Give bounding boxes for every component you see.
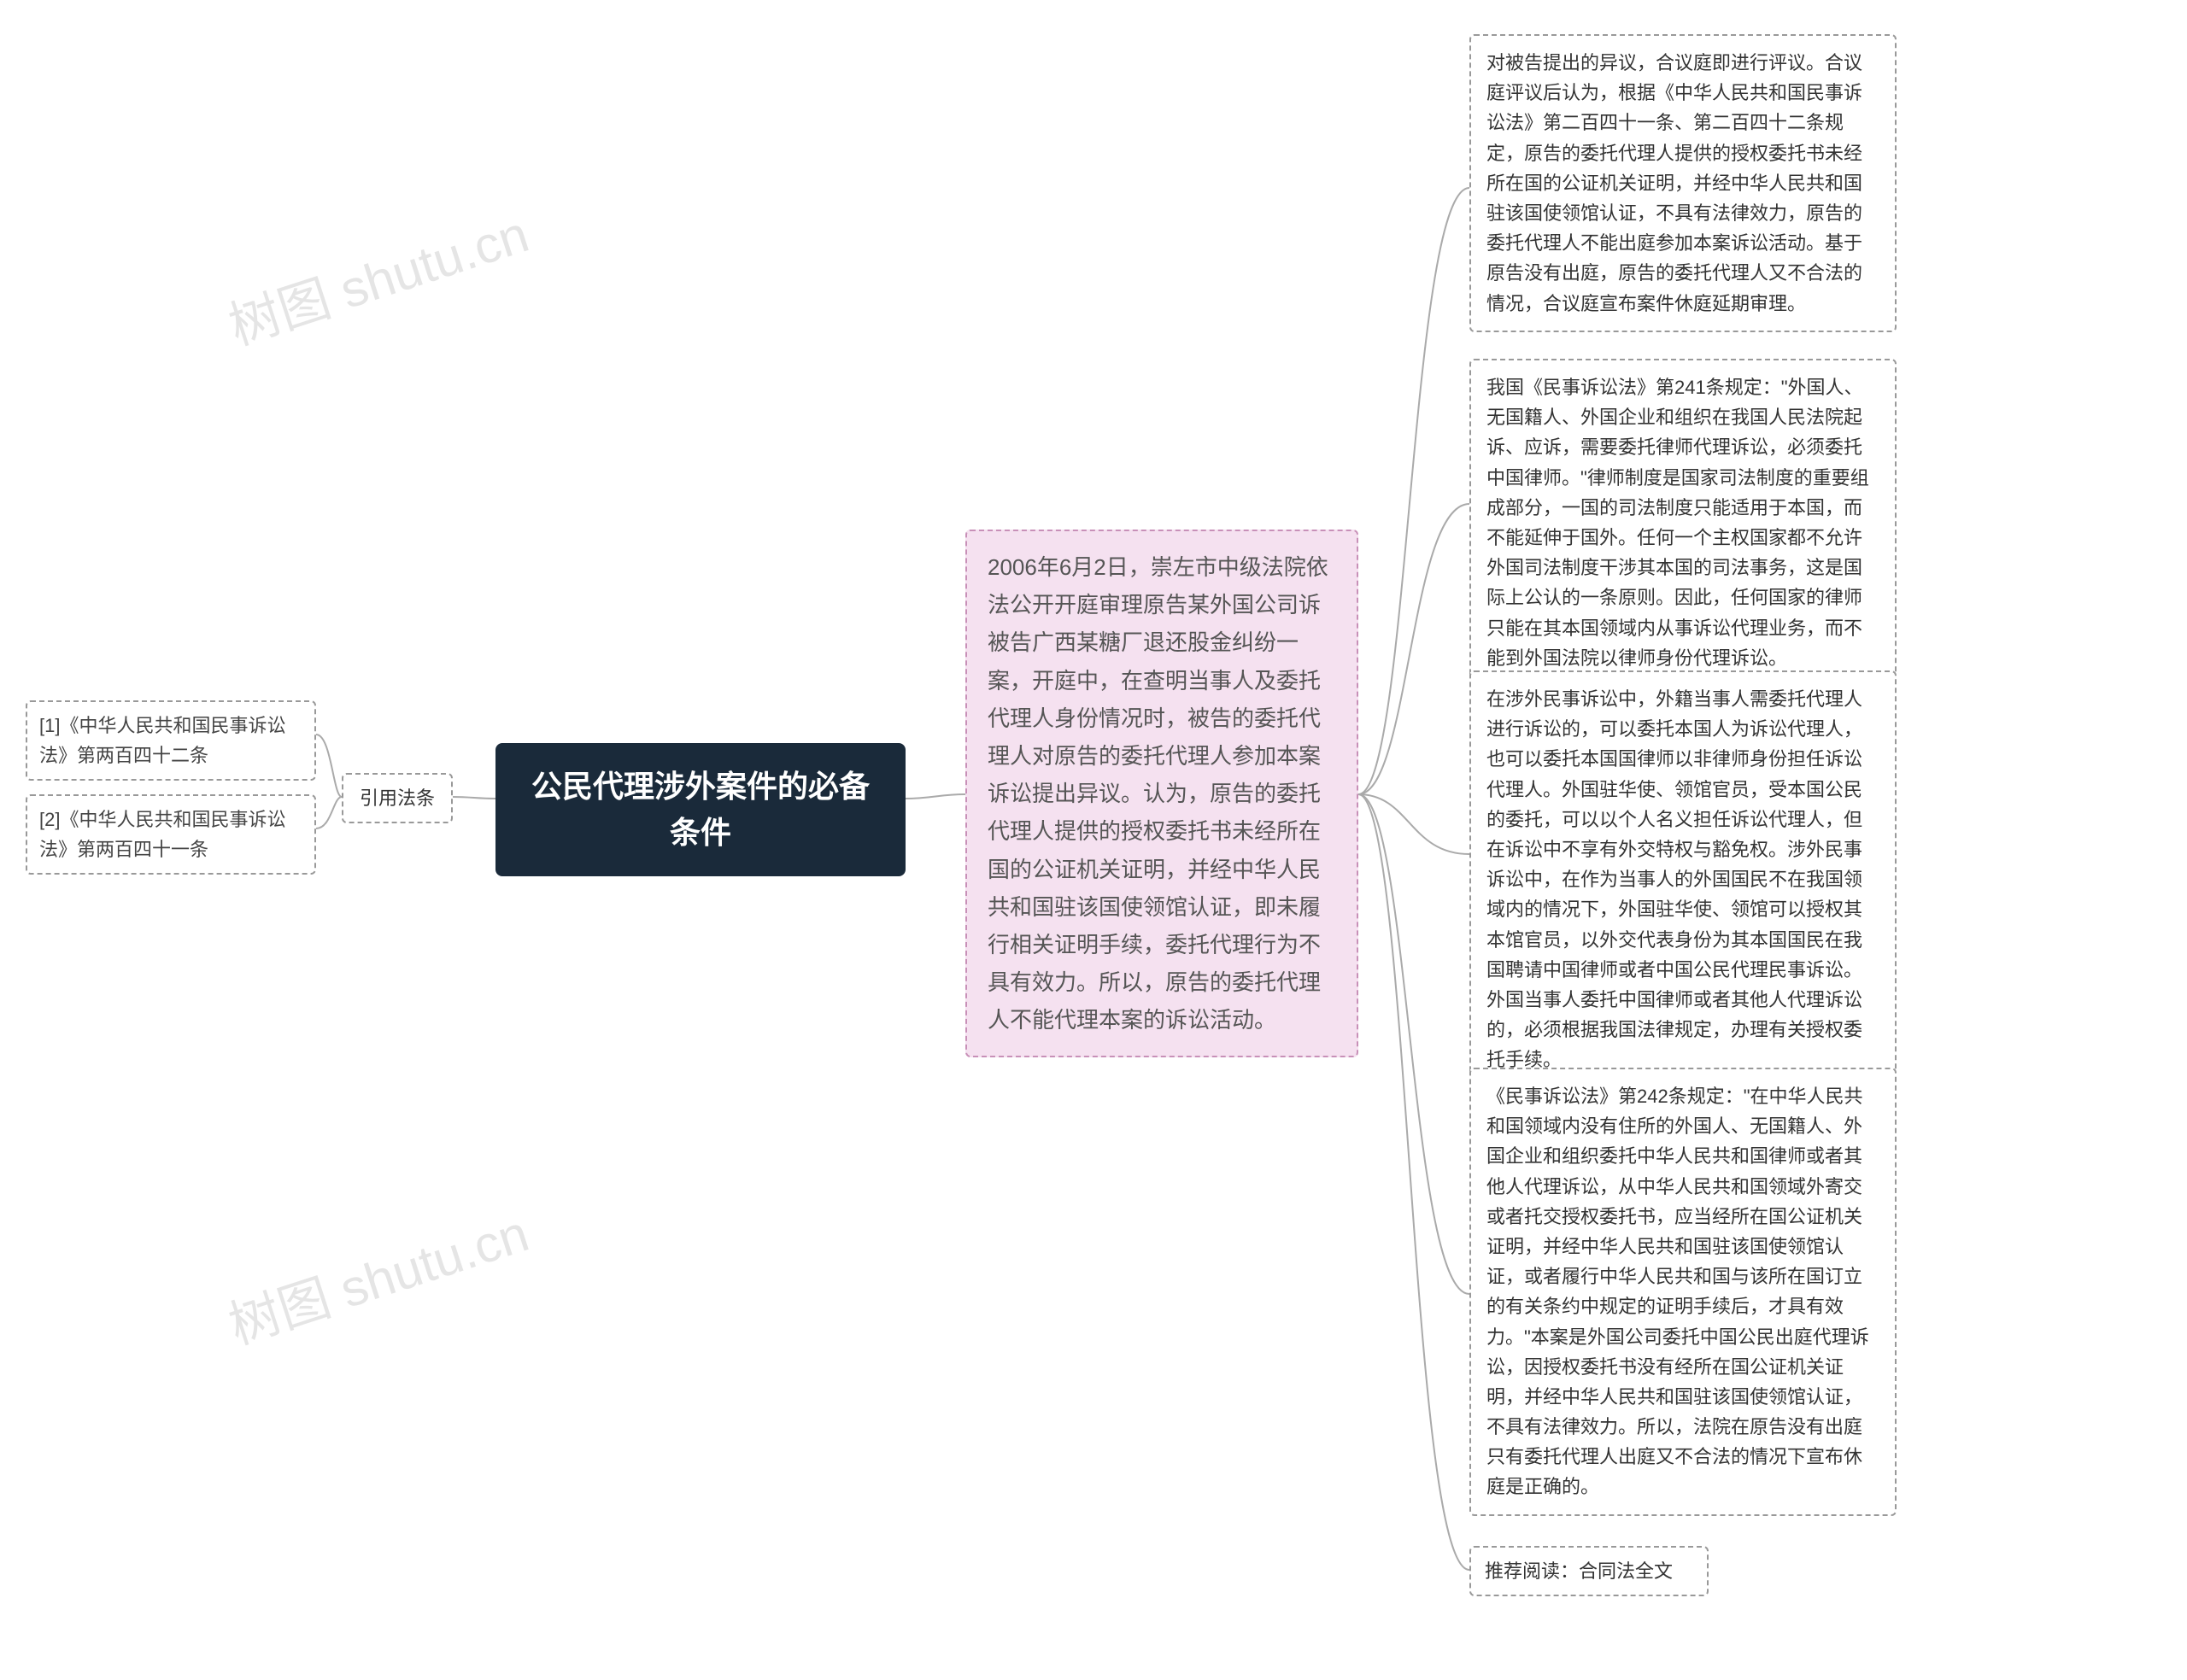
law-ref-2: [2]《中华人民共和国民事诉讼法》第两百四十一条 — [26, 794, 316, 875]
center-title-line2: 条件 — [670, 815, 731, 850]
para-4: 《民事诉讼法》第242条规定："在中华人民共和国领域内没有住所的外国人、无国籍人… — [1469, 1068, 1897, 1516]
para-3-text: 在涉外民事诉讼中，外籍当事人需委托代理人进行诉讼的，可以委托本国人为诉讼代理人，… — [1486, 688, 1862, 1070]
para-1: 对被告提出的异议，合议庭即进行评议。合议庭评议后认为，根据《中华人民共和国民事诉… — [1469, 34, 1897, 332]
laws-label-node: 引用法条 — [342, 773, 453, 823]
para-3: 在涉外民事诉讼中，外籍当事人需委托代理人进行诉讼的，可以委托本国人为诉讼代理人，… — [1469, 670, 1897, 1088]
watermark: 树图 shutu.cn — [218, 1192, 536, 1359]
laws-label-text: 引用法条 — [360, 787, 435, 809]
main-case-summary: 2006年6月2日，崇左市中级法院依法公开开庭审理原告某外国公司诉被告广西某糖厂… — [965, 530, 1358, 1057]
center-title-line1: 公民代理涉外案件的必备 — [531, 769, 870, 804]
law-ref-2-text: [2]《中华人民共和国民事诉讼法》第两百四十一条 — [39, 809, 285, 860]
para-2: 我国《民事诉讼法》第241条规定："外国人、无国籍人、外国企业和组织在我国人民法… — [1469, 359, 1897, 687]
para-4-text: 《民事诉讼法》第242条规定："在中华人民共和国领域内没有住所的外国人、无国籍人… — [1486, 1086, 1869, 1497]
law-ref-1: [1]《中华人民共和国民事诉讼法》第两百四十二条 — [26, 700, 316, 781]
watermark: 树图 shutu.cn — [218, 193, 536, 360]
footer-recommend-text: 推荐阅读：合同法全文 — [1485, 1560, 1673, 1582]
law-ref-1-text: [1]《中华人民共和国民事诉讼法》第两百四十二条 — [39, 715, 285, 766]
center-node: 公民代理涉外案件的必备 条件 — [495, 743, 906, 876]
para-2-text: 我国《民事诉讼法》第241条规定："外国人、无国籍人、外国企业和组织在我国人民法… — [1486, 377, 1869, 669]
para-1-text: 对被告提出的异议，合议庭即进行评议。合议庭评议后认为，根据《中华人民共和国民事诉… — [1486, 52, 1862, 314]
footer-recommend: 推荐阅读：合同法全文 — [1469, 1546, 1709, 1596]
main-case-summary-text: 2006年6月2日，崇左市中级法院依法公开开庭审理原告某外国公司诉被告广西某糖厂… — [988, 554, 1328, 1033]
